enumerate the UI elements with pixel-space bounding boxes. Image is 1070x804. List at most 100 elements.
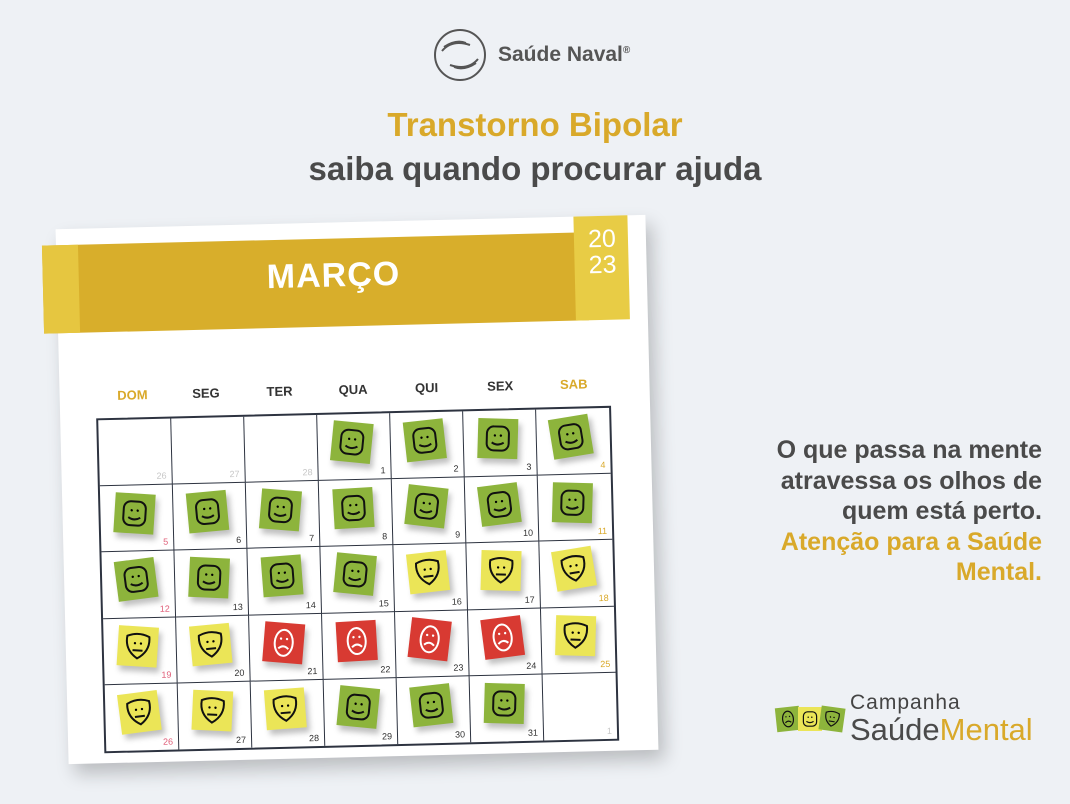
green-mood-note-icon bbox=[260, 554, 304, 598]
yellow-mood-note-icon bbox=[116, 624, 159, 668]
day-cell[interactable]: 11 bbox=[537, 473, 613, 542]
red-mood-note-icon bbox=[407, 616, 452, 662]
day-number: 7 bbox=[309, 533, 315, 544]
yellow-mood-note-icon bbox=[188, 622, 233, 667]
hands-circle-icon bbox=[434, 29, 486, 81]
day-cell[interactable]: 28 bbox=[250, 679, 326, 748]
green-mood-note-icon bbox=[483, 682, 525, 724]
day-number: 29 bbox=[381, 731, 393, 742]
day-number: 19 bbox=[161, 669, 172, 680]
yellow-mood-note-icon bbox=[405, 550, 451, 595]
day-cell[interactable]: 10 bbox=[464, 475, 540, 544]
day-cell[interactable]: 5 bbox=[99, 484, 175, 553]
red-mood-note-icon bbox=[480, 614, 526, 660]
green-mood-note-icon bbox=[551, 482, 593, 524]
campaign-label: Campanha bbox=[850, 691, 961, 714]
green-mood-note-icon bbox=[402, 418, 447, 463]
day-cell[interactable]: 26 bbox=[104, 683, 180, 752]
day-cell[interactable]: 2 bbox=[390, 411, 465, 480]
day-number: 8 bbox=[382, 531, 388, 542]
day-number: 26 bbox=[156, 470, 167, 482]
calendar: MARÇO 20 23 DOM SEG TER QUA QUI SEX SAB 26 27 28 1… bbox=[41, 214, 659, 765]
day-cell[interactable]: 1 bbox=[317, 413, 392, 482]
day-number: 2 bbox=[453, 463, 459, 474]
campaign-face-icon bbox=[798, 707, 822, 731]
day-cell[interactable]: 26 bbox=[98, 418, 173, 487]
weekday-ter: TER bbox=[266, 383, 293, 400]
green-mood-note-icon bbox=[188, 557, 231, 599]
day-cell[interactable]: 23 bbox=[394, 609, 470, 678]
green-mood-note-icon bbox=[332, 487, 375, 530]
day-cell[interactable]: 6 bbox=[172, 482, 248, 551]
weekday-sab: SAB bbox=[559, 376, 588, 393]
day-cell[interactable]: 15 bbox=[320, 545, 395, 614]
day-cell[interactable]: 29 bbox=[323, 677, 399, 746]
yellow-mood-note-icon bbox=[116, 689, 162, 735]
day-cell[interactable]: 17 bbox=[466, 541, 541, 610]
green-mood-note-icon bbox=[329, 420, 374, 464]
day-number: 10 bbox=[522, 528, 534, 539]
day-number: 20 bbox=[234, 667, 245, 678]
day-cell[interactable]: 3 bbox=[463, 409, 538, 478]
day-cell[interactable]: 24 bbox=[467, 608, 543, 677]
message-line: quem está perto. bbox=[841, 497, 1042, 525]
yellow-mood-note-icon bbox=[480, 550, 522, 592]
day-cell[interactable]: 20 bbox=[176, 615, 251, 684]
headline: Transtorno Bipolar bbox=[387, 106, 683, 143]
yellow-mood-note-icon bbox=[551, 546, 598, 593]
day-cell[interactable]: 21 bbox=[249, 613, 324, 682]
day-number: 1 bbox=[606, 725, 613, 736]
band-accent bbox=[41, 244, 81, 334]
day-number: 28 bbox=[308, 732, 320, 744]
message-highlight: Mental. bbox=[955, 558, 1042, 586]
weekday-sex: SEX bbox=[487, 378, 514, 394]
day-cell[interactable]: 22 bbox=[322, 611, 397, 680]
green-mood-note-icon bbox=[404, 484, 449, 529]
month-label: MARÇO bbox=[266, 254, 401, 297]
day-cell[interactable]: 4 bbox=[536, 407, 611, 476]
brand-name: Saúde Naval® bbox=[498, 43, 631, 66]
day-cell[interactable]: 31 bbox=[469, 674, 545, 743]
green-mood-note-icon bbox=[547, 413, 594, 460]
day-number: 14 bbox=[305, 599, 316, 610]
day-cell[interactable]: 13 bbox=[174, 549, 250, 618]
day-number: 1 bbox=[380, 465, 386, 476]
calendar-grid: 26 27 28 1 2 3 4 5 6 7 8 9 10 11 12 13 14 15 16 17 18 19 20 21 2… bbox=[96, 405, 620, 754]
yellow-mood-note-icon bbox=[191, 689, 234, 732]
campaign-face-icon bbox=[818, 705, 846, 733]
campaign-logo: Campanha SaúdeMental bbox=[774, 691, 1033, 747]
day-cell[interactable]: 30 bbox=[396, 676, 472, 745]
green-mood-note-icon bbox=[409, 682, 454, 728]
green-mood-note-icon bbox=[258, 488, 303, 532]
day-cell[interactable]: 7 bbox=[245, 481, 321, 550]
day-cell[interactable]: 8 bbox=[318, 479, 394, 548]
day-number: 31 bbox=[527, 727, 539, 738]
day-cell[interactable]: 28 bbox=[244, 414, 319, 483]
campaign-face-icon bbox=[774, 705, 802, 733]
weekday-header: DOM SEG TER QUA QUI SEX SAB bbox=[95, 376, 610, 404]
day-cell[interactable]: 9 bbox=[391, 477, 467, 546]
message-line: atravessa os olhos de bbox=[780, 466, 1042, 495]
day-cell[interactable]: 27 bbox=[177, 681, 253, 750]
day-number: 27 bbox=[235, 734, 247, 746]
day-cell[interactable]: 18 bbox=[539, 540, 614, 609]
day-cell[interactable]: 14 bbox=[247, 547, 323, 616]
day-number: 6 bbox=[236, 535, 242, 546]
day-cell[interactable]: 27 bbox=[171, 416, 246, 485]
green-mood-note-icon bbox=[333, 552, 377, 597]
day-cell[interactable]: 1 bbox=[543, 673, 618, 741]
yellow-mood-note-icon bbox=[555, 614, 597, 656]
day-cell[interactable]: 16 bbox=[393, 543, 468, 612]
message: O que passa na mente atravessa os olhos … bbox=[777, 435, 1042, 588]
green-mood-note-icon bbox=[185, 490, 230, 534]
day-cell[interactable]: 19 bbox=[103, 617, 178, 686]
red-mood-note-icon bbox=[262, 620, 306, 664]
campaign-name: SaúdeMental bbox=[850, 712, 1033, 747]
day-number: 4 bbox=[600, 460, 606, 471]
day-number: 15 bbox=[378, 597, 389, 609]
day-cell[interactable]: 12 bbox=[101, 550, 177, 619]
day-number: 27 bbox=[229, 469, 240, 480]
day-cell[interactable]: 25 bbox=[540, 606, 616, 675]
day-number: 11 bbox=[597, 526, 608, 537]
yellow-mood-note-icon bbox=[263, 687, 307, 731]
